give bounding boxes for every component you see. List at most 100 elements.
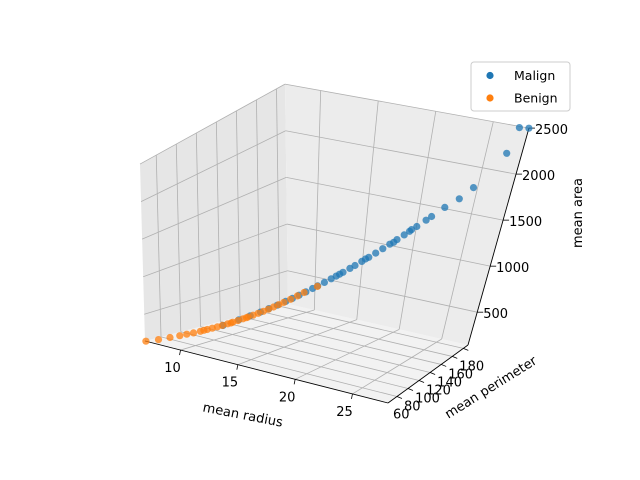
data-point-malign	[336, 270, 344, 278]
legend-marker-benign	[486, 94, 494, 102]
axes-panes	[140, 84, 529, 403]
data-point-malign	[525, 124, 533, 132]
y-tick-mark	[407, 388, 414, 391]
y-tick-label: 100	[415, 391, 440, 406]
y-tick-label: 80	[404, 399, 421, 414]
y-tick-mark	[452, 356, 458, 359]
grid-line-y	[279, 305, 464, 349]
data-point-malign	[408, 226, 416, 234]
grid-line-z	[143, 223, 288, 278]
grid-line-z	[144, 270, 288, 315]
x-tick-label: 20	[279, 390, 296, 405]
grid-line-y	[259, 310, 453, 357]
z-axis-label: mean area	[571, 178, 586, 248]
grid-line-x	[441, 121, 494, 340]
data-point-benign	[300, 288, 308, 297]
data-point-benign	[166, 333, 174, 342]
data-point-malign	[379, 245, 387, 253]
grid-line-y	[239, 316, 442, 365]
back-pane	[285, 84, 529, 345]
legend-label-malign: Malign	[514, 68, 555, 83]
data-point-benign	[293, 292, 301, 300]
grid-line-z	[287, 270, 478, 313]
grid-line-z	[141, 177, 287, 240]
grid-line-y	[200, 326, 420, 381]
x-tick-mark	[179, 349, 181, 356]
data-point-malign	[455, 195, 463, 203]
data-point-malign	[441, 203, 449, 211]
grid-line-y	[276, 88, 280, 307]
y-tick-label: 120	[426, 383, 451, 398]
data-point-benign	[189, 329, 198, 337]
y-tick-label: 140	[437, 375, 462, 390]
data-point-malign	[351, 261, 359, 270]
data-point-benign	[200, 326, 208, 334]
grid-line-y	[215, 121, 221, 322]
x-tick-mark	[293, 379, 296, 385]
grid-line-y	[256, 99, 261, 312]
data-point-malign	[361, 255, 370, 263]
y-tick-mark	[429, 372, 436, 375]
data-point-malign	[515, 124, 524, 132]
grid-line-y	[235, 110, 241, 317]
data-point-malign	[469, 184, 478, 192]
grid-line-x	[294, 328, 400, 380]
y-tick-mark	[396, 396, 403, 399]
grid-line-x	[352, 338, 442, 395]
x-tick-mark	[351, 393, 353, 400]
data-point-malign	[372, 249, 380, 257]
data-point-benign	[287, 295, 295, 303]
y-tick-mark	[418, 380, 425, 383]
x-axis-line	[144, 340, 389, 404]
grid-line-y	[180, 331, 409, 389]
grid-line-x	[356, 100, 379, 320]
data-point-malign	[320, 278, 328, 286]
legend-frame	[470, 61, 571, 112]
data-point-benign	[313, 282, 321, 290]
y-tick-mark	[441, 364, 447, 367]
grid-line-y	[195, 132, 201, 327]
x-tick-label: 25	[336, 405, 353, 420]
x-tick-label: 10	[164, 361, 181, 376]
z-tick-label: 2500	[535, 123, 568, 138]
data-point-benign	[176, 332, 184, 340]
axis-lines	[144, 127, 530, 404]
left-pane	[140, 84, 288, 341]
grid-line-x	[180, 309, 315, 351]
data-point-benign	[242, 314, 250, 322]
y-tick-label: 60	[393, 408, 410, 423]
y-tick-label: 160	[448, 367, 473, 382]
data-point-benign	[183, 330, 191, 338]
data-point-malign	[422, 216, 430, 224]
z-axis-line	[467, 127, 530, 346]
data-point-malign	[413, 222, 421, 231]
legend: Malign Benign	[470, 61, 571, 112]
legend-marker-malign	[486, 71, 494, 80]
grid-line-z	[285, 130, 517, 175]
grid-line-z	[284, 83, 530, 129]
y-axis-line	[387, 344, 469, 404]
grid-lines	[139, 83, 530, 397]
data-point-benign	[227, 319, 235, 327]
data-point-benign	[280, 298, 288, 306]
grid-line-x	[237, 319, 357, 366]
z-tick-label: 1000	[496, 261, 529, 276]
grid-line-z	[139, 83, 286, 165]
grid-line-y	[155, 155, 162, 337]
grid-line-z	[286, 177, 504, 221]
grid-line-x	[313, 90, 322, 311]
legend-label-benign: Benign	[514, 91, 558, 106]
data-point-malign	[503, 149, 511, 157]
data-point-benign	[154, 336, 163, 344]
data-point-malign	[428, 212, 436, 221]
data-points	[142, 124, 533, 345]
z-tick-label: 500	[483, 307, 508, 322]
floor-pane	[145, 304, 468, 403]
grid-line-y	[220, 321, 431, 373]
grid-line-z	[140, 130, 286, 202]
grid-line-y	[175, 143, 182, 332]
data-point-benign	[142, 337, 150, 345]
x-tick-label: 15	[222, 376, 239, 391]
